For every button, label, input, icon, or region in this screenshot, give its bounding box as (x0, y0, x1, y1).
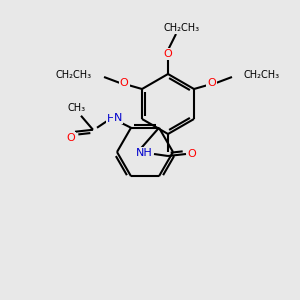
Text: N: N (114, 113, 122, 123)
Text: CH₂CH₃: CH₂CH₃ (244, 70, 280, 80)
Text: O: O (164, 49, 172, 59)
Text: CH₂CH₃: CH₂CH₃ (164, 23, 200, 33)
Text: NH: NH (136, 148, 152, 158)
Text: CH₂CH₃: CH₂CH₃ (56, 70, 92, 80)
Text: O: O (188, 149, 196, 159)
Text: O: O (208, 78, 216, 88)
Text: H: H (107, 114, 115, 124)
Text: O: O (120, 78, 128, 88)
Text: CH₃: CH₃ (68, 103, 86, 113)
Text: O: O (67, 133, 75, 143)
